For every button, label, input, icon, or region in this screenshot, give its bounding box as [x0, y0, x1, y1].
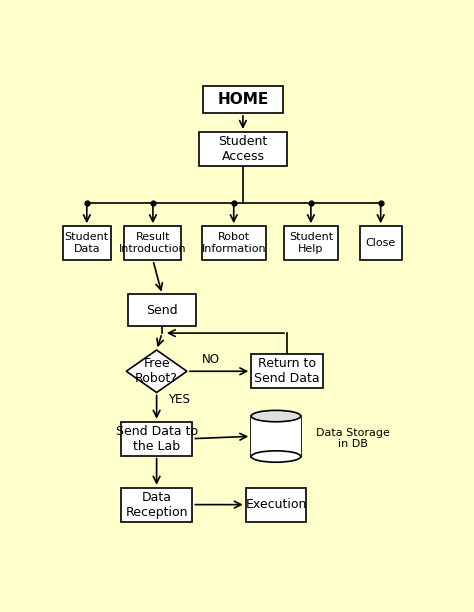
- Text: Free
Robot?: Free Robot?: [135, 357, 178, 386]
- Bar: [128, 294, 196, 326]
- Text: Send: Send: [146, 304, 178, 316]
- Text: Execution: Execution: [246, 498, 307, 511]
- Text: HOME: HOME: [217, 92, 269, 107]
- Polygon shape: [126, 350, 187, 392]
- Text: NO: NO: [201, 353, 219, 366]
- Text: Result
Introduction: Result Introduction: [119, 233, 187, 254]
- Bar: [121, 422, 192, 455]
- Ellipse shape: [251, 451, 301, 462]
- Bar: [125, 226, 182, 260]
- Text: Student
Help: Student Help: [289, 233, 333, 254]
- Bar: [202, 86, 283, 113]
- Text: Return to
Send Data: Return to Send Data: [254, 357, 320, 386]
- Text: YES: YES: [168, 393, 190, 406]
- Text: Student
Data: Student Data: [65, 233, 109, 254]
- Bar: [360, 226, 402, 260]
- Text: Close: Close: [365, 238, 396, 248]
- Text: Data
Reception: Data Reception: [125, 491, 188, 518]
- Ellipse shape: [251, 411, 301, 422]
- Bar: [251, 354, 323, 388]
- Bar: [63, 226, 110, 260]
- Text: Robot
Information: Robot Information: [201, 233, 266, 254]
- Bar: [251, 416, 301, 457]
- Text: Data Storage
in DB: Data Storage in DB: [316, 428, 390, 449]
- Bar: [201, 226, 266, 260]
- Bar: [121, 488, 192, 521]
- Bar: [199, 132, 287, 166]
- Bar: [284, 226, 337, 260]
- Text: Student
Access: Student Access: [219, 135, 267, 163]
- Bar: [246, 488, 306, 521]
- Text: Send Data to
the Lab: Send Data to the Lab: [116, 425, 198, 453]
